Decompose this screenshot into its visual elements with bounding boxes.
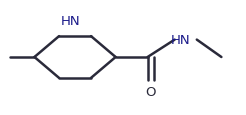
Text: HN: HN (60, 15, 80, 28)
Text: HN: HN (171, 33, 191, 46)
Text: O: O (145, 86, 156, 99)
